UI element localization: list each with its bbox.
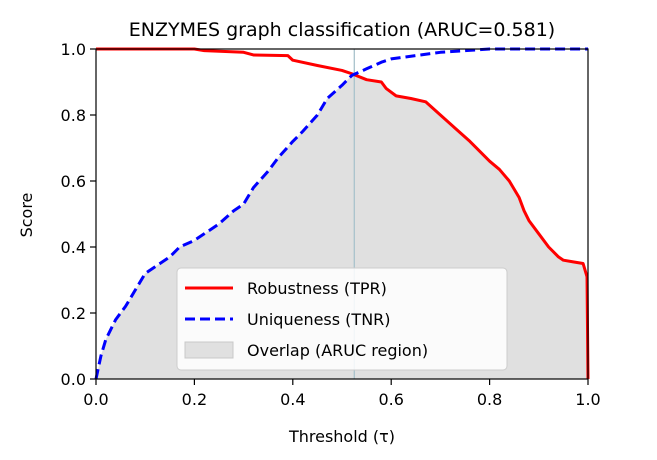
series-line-robustness — [96, 47, 590, 380]
axes-frame — [95, 48, 589, 380]
x-tick-label: 0.2 — [182, 390, 207, 409]
x-tick-label: 0.4 — [280, 390, 305, 409]
x-tick-label: 0.0 — [83, 390, 108, 409]
x-tick-label: 0.6 — [378, 390, 403, 409]
y-tick-label: 0.6 — [61, 172, 86, 191]
legend-item-overlap-label: Overlap (ARUC region) — [247, 341, 428, 360]
legend-box — [176, 267, 508, 371]
legend-item-uniqueness-label: Uniqueness (TNR) — [247, 310, 391, 329]
x-axis-label: Threshold (τ) — [288, 427, 395, 446]
legend: Robustness (TPR) Uniqueness (TNR) Overlap … — [176, 267, 508, 371]
legend-item-overlap-swatch — [184, 341, 234, 359]
chart-title: ENZYMES graph classification (ARUC=0.581… — [129, 19, 555, 41]
x-tick-label: 1.0 — [575, 390, 600, 409]
axes: 0.0 0.2 0.4 0.6 0.8 1.0 0.0 0.2 0.4 0.6 0.8 1.0 — [61, 40, 601, 409]
y-tick-label: 0.8 — [61, 106, 86, 125]
y-axis-label: Score — [17, 193, 36, 238]
x-tick-label: 0.8 — [477, 390, 502, 409]
y-tick-label: 1.0 — [61, 40, 86, 59]
legend-item-robustness-label: Robustness (TPR) — [247, 279, 387, 298]
y-tick-label: 0.4 — [61, 238, 86, 257]
y-tick-label: 0.0 — [61, 370, 86, 389]
y-tick-label: 0.2 — [61, 304, 86, 323]
